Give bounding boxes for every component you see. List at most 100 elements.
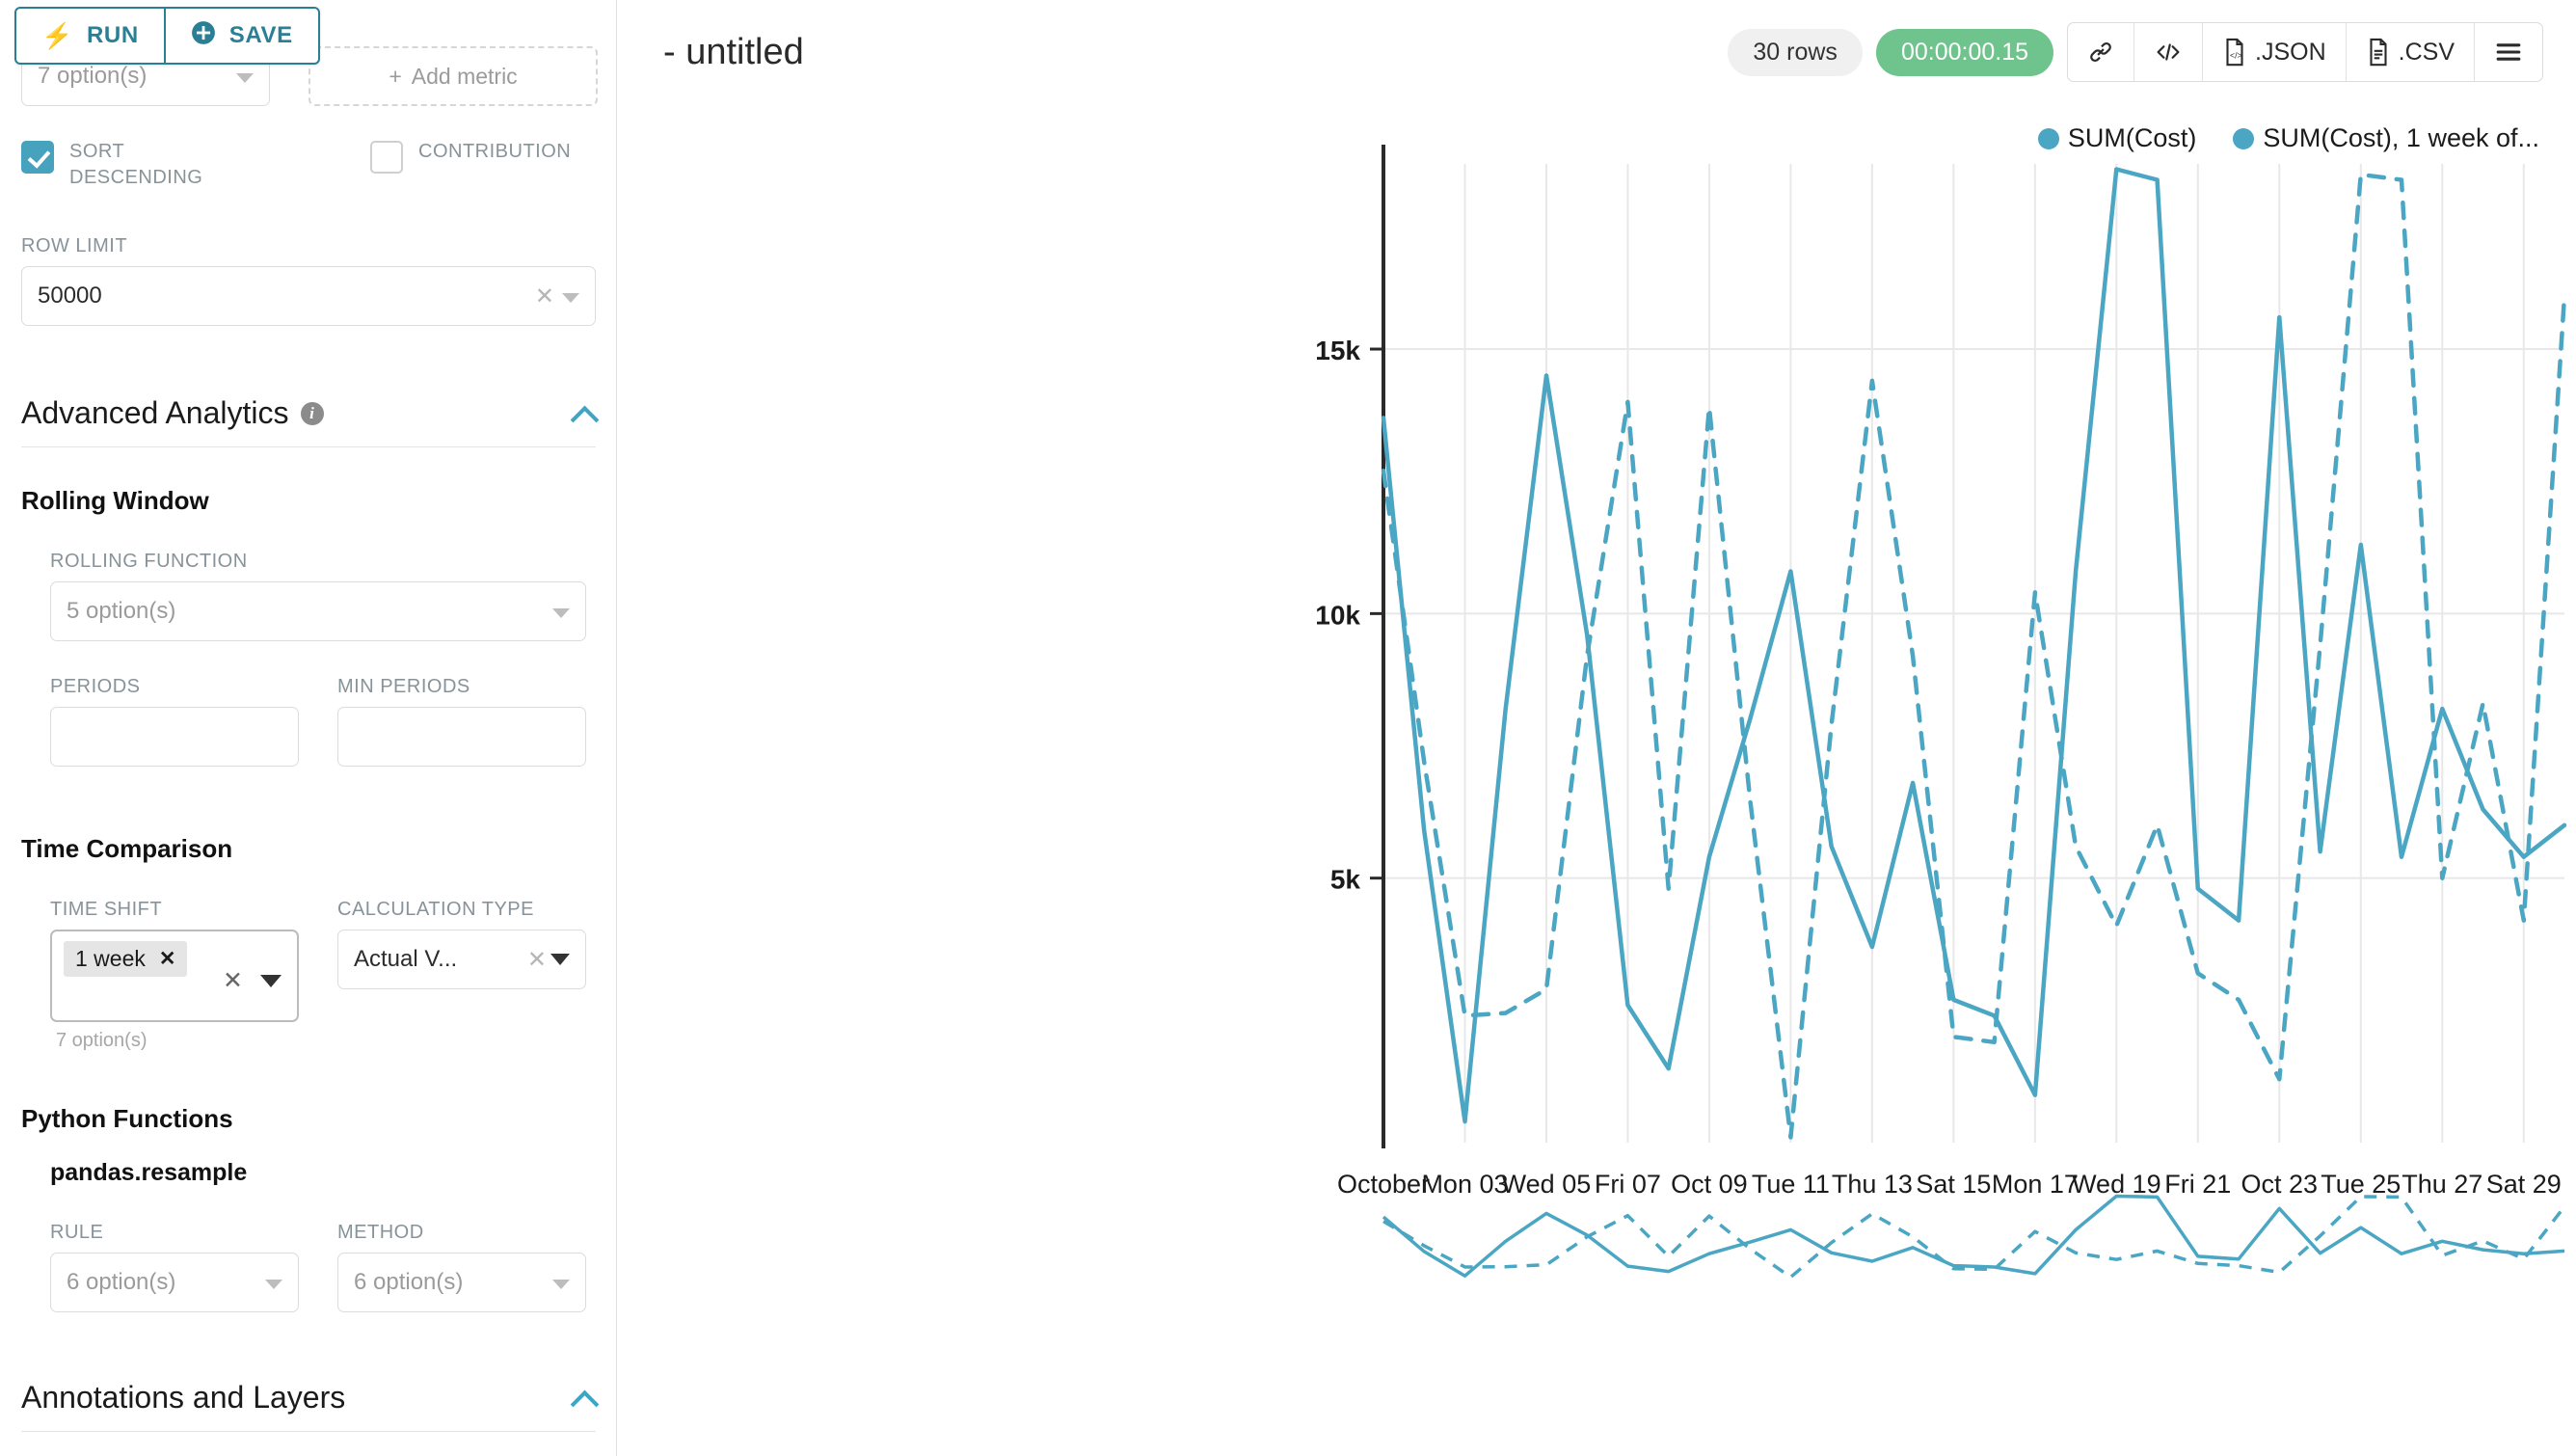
svg-text:Oct 09: Oct 09 bbox=[1671, 1301, 1748, 1302]
svg-text:Sat 15: Sat 15 bbox=[1916, 1301, 1991, 1302]
control-panel: ⚡ RUN SAVE 7 option(s) bbox=[0, 0, 617, 1456]
csv-file-icon bbox=[2366, 38, 2391, 67]
chart-header: - untitled 30 rows 00:00:00.15 bbox=[617, 0, 2576, 104]
annotations-layers-section-header[interactable]: Annotations and Layers bbox=[0, 1380, 616, 1416]
chevron-down-icon bbox=[236, 73, 254, 83]
sort-descending-label: SORT DESCENDING bbox=[69, 141, 203, 188]
chevron-down-icon bbox=[552, 608, 570, 618]
clear-icon[interactable]: ✕ bbox=[223, 967, 243, 994]
rule-select[interactable]: 6 option(s) bbox=[50, 1253, 299, 1312]
row-limit-select[interactable]: 50000 ✕ bbox=[21, 266, 596, 326]
annotations-layers-title: Annotations and Layers bbox=[21, 1380, 346, 1415]
svg-text:Fri 07: Fri 07 bbox=[1595, 1170, 1661, 1199]
time-shift-multiselect[interactable]: 1 week ✕ ✕ bbox=[50, 930, 299, 1022]
svg-text:Thu 13: Thu 13 bbox=[1832, 1170, 1913, 1199]
chevron-down-icon[interactable] bbox=[260, 974, 282, 987]
legend-color-dot bbox=[2233, 127, 2255, 149]
time-shift-tag-label: 1 week bbox=[75, 946, 146, 971]
svg-text:Wed 05: Wed 05 bbox=[1502, 1301, 1592, 1302]
download-csv-label: .CSV bbox=[2398, 38, 2455, 66]
copy-link-button[interactable] bbox=[2068, 23, 2135, 81]
legend-label: SUM(Cost), 1 week of... bbox=[2263, 123, 2539, 152]
min-periods-input[interactable] bbox=[337, 707, 586, 767]
python-functions-title: Python Functions bbox=[21, 1104, 233, 1133]
checkbox-unchecked-icon bbox=[370, 141, 403, 174]
contribution-label: CONTRIBUTION bbox=[418, 141, 572, 162]
min-periods-label: MIN PERIODS bbox=[337, 676, 470, 697]
svg-text:Fri 07: Fri 07 bbox=[1595, 1301, 1661, 1302]
rule-label: RULE bbox=[50, 1222, 104, 1243]
hamburger-menu-icon bbox=[2494, 40, 2523, 64]
advanced-analytics-title: Advanced Analytics bbox=[21, 395, 289, 430]
svg-text:Tue 11: Tue 11 bbox=[1752, 1170, 1830, 1199]
info-icon[interactable]: i bbox=[300, 401, 324, 425]
chart-actions-group: </> .JSON .CSV bbox=[2067, 22, 2543, 82]
svg-text:Oct 23: Oct 23 bbox=[2241, 1301, 2319, 1302]
sort-descending-checkbox[interactable]: SORT DESCENDING bbox=[21, 139, 253, 191]
rolling-function-select[interactable]: 5 option(s) bbox=[50, 581, 586, 641]
add-metric-label: Add metric bbox=[411, 63, 518, 89]
contribution-checkbox[interactable]: CONTRIBUTION bbox=[370, 139, 571, 191]
svg-text:Tue 11: Tue 11 bbox=[1752, 1301, 1830, 1302]
clear-icon[interactable]: ✕ bbox=[534, 283, 554, 310]
chart-legend: SUM(Cost) SUM(Cost), 1 week of... bbox=[2037, 123, 2539, 153]
svg-text:Fri 21: Fri 21 bbox=[2164, 1301, 2231, 1302]
periods-input[interactable] bbox=[50, 707, 299, 767]
divider bbox=[21, 1431, 596, 1432]
rule-value: 6 option(s) bbox=[67, 1269, 176, 1295]
svg-text:Wed 05: Wed 05 bbox=[1502, 1170, 1592, 1199]
time-shift-tag[interactable]: 1 week ✕ bbox=[64, 941, 188, 977]
chevron-down-icon bbox=[265, 1280, 282, 1289]
timer-badge: 00:00:00.15 bbox=[1875, 28, 2054, 76]
chevron-up-icon[interactable] bbox=[575, 403, 596, 424]
metric-select-value: 7 option(s) bbox=[38, 63, 148, 89]
svg-text:Mon 03: Mon 03 bbox=[1421, 1301, 1508, 1302]
rolling-function-label: ROLLING FUNCTION bbox=[50, 551, 248, 572]
svg-text:Wed 19: Wed 19 bbox=[2072, 1301, 2161, 1302]
calculation-type-select[interactable]: Actual V... ✕ bbox=[337, 930, 586, 989]
rolling-function-value: 5 option(s) bbox=[67, 598, 176, 624]
svg-text:Oct 23: Oct 23 bbox=[2241, 1170, 2319, 1199]
calculation-type-value: Actual V... bbox=[354, 946, 458, 972]
link-icon bbox=[2087, 39, 2114, 66]
run-button[interactable]: ⚡ RUN bbox=[16, 9, 164, 63]
rolling-window-title: Rolling Window bbox=[21, 486, 209, 515]
clear-icon[interactable]: ✕ bbox=[526, 946, 547, 973]
save-button[interactable]: SAVE bbox=[166, 9, 318, 63]
periods-label: PERIODS bbox=[50, 676, 141, 697]
rows-badge: 30 rows bbox=[1728, 28, 1863, 76]
run-button-label: RUN bbox=[86, 22, 139, 48]
svg-text:Mon 17: Mon 17 bbox=[1992, 1170, 2079, 1199]
time-shift-label: TIME SHIFT bbox=[50, 899, 163, 920]
plot-wrapper: 5k 10k 15k October Mon 03 Wed 05 Fri 07 Oct 09 T… bbox=[617, 145, 2576, 1330]
bolt-icon: ⚡ bbox=[41, 20, 73, 50]
svg-text:</>: </> bbox=[2230, 50, 2242, 60]
row-limit-value: 50000 bbox=[38, 283, 102, 309]
advanced-analytics-section-header[interactable]: Advanced Analytics i bbox=[0, 395, 616, 431]
json-file-icon: </> bbox=[2222, 38, 2247, 67]
svg-text:5k: 5k bbox=[1330, 865, 1361, 895]
remove-tag-icon[interactable]: ✕ bbox=[158, 948, 176, 970]
chevron-up-icon[interactable] bbox=[575, 1388, 596, 1409]
svg-text:Sat 29: Sat 29 bbox=[2486, 1301, 2562, 1302]
legend-item-1[interactable]: SUM(Cost), 1 week of... bbox=[2233, 123, 2539, 153]
svg-text:Oct 09: Oct 09 bbox=[1671, 1170, 1748, 1199]
download-csv-button[interactable]: .CSV bbox=[2347, 23, 2475, 81]
code-icon bbox=[2154, 39, 2183, 66]
view-query-button[interactable] bbox=[2134, 23, 2204, 81]
legend-item-0[interactable]: SUM(Cost) bbox=[2037, 123, 2196, 153]
svg-text:Fri 21: Fri 21 bbox=[2164, 1170, 2231, 1199]
svg-text:Thu 27: Thu 27 bbox=[2402, 1170, 2482, 1199]
more-menu-button[interactable] bbox=[2475, 23, 2542, 81]
add-metric-button[interactable]: + Add metric bbox=[309, 46, 598, 106]
download-json-label: .JSON bbox=[2255, 38, 2326, 66]
method-label: METHOD bbox=[337, 1222, 424, 1243]
legend-color-dot bbox=[2037, 127, 2059, 149]
plus-circle-icon bbox=[191, 20, 216, 52]
pandas-resample-label: pandas.resample bbox=[50, 1159, 248, 1186]
method-select[interactable]: 6 option(s) bbox=[337, 1253, 586, 1312]
download-json-button[interactable]: </> .JSON bbox=[2203, 23, 2347, 81]
chevron-down-icon[interactable] bbox=[550, 954, 570, 965]
plus-icon: + bbox=[389, 63, 402, 89]
